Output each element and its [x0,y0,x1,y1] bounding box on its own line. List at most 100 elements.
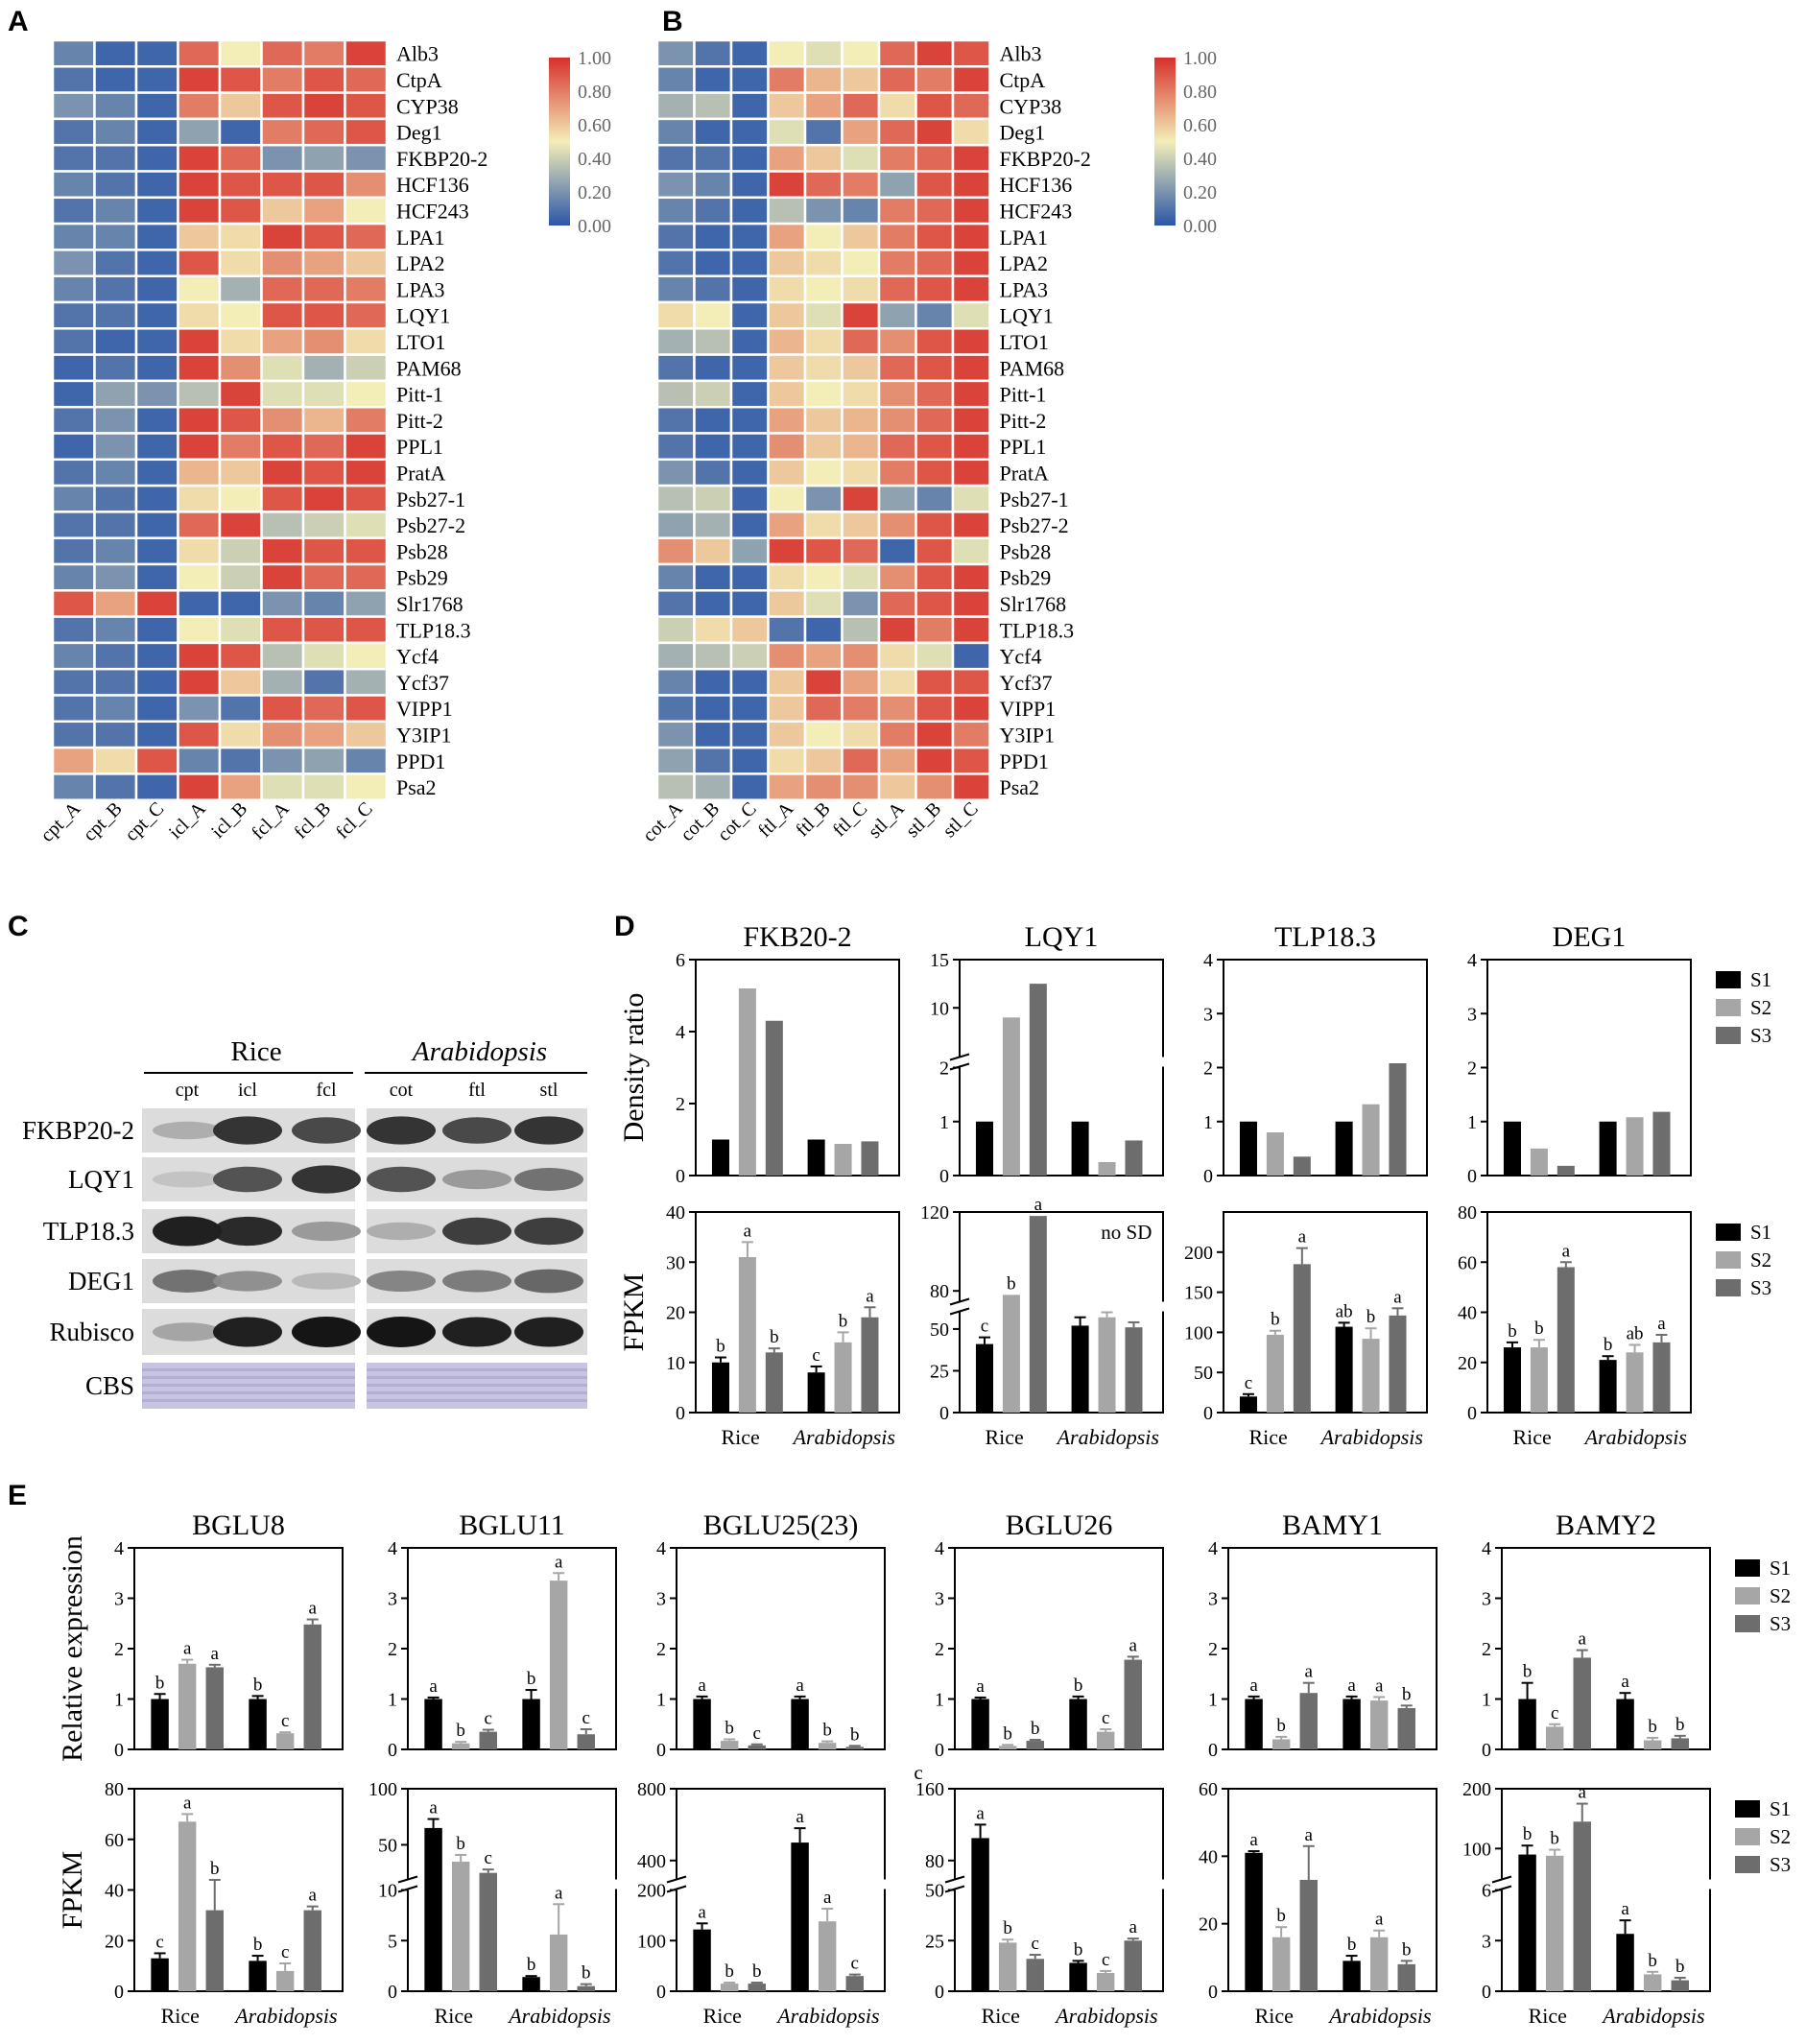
heatmap-cell [915,694,955,724]
bar [807,1372,825,1413]
heatmap-cell [177,65,222,94]
heatmap-cell [767,143,807,173]
y-tick-label: 4 [935,1538,944,1559]
bar [1098,1317,1116,1413]
heatmap-cell [344,694,389,724]
heatmap-cell [767,694,807,724]
x-label-arabidopsis: Arabidopsis [1319,1425,1423,1449]
heatmap-cell [218,772,263,801]
gene-label: LQY1 [1000,304,1054,328]
heatmap-cell [767,562,807,592]
significance-letter: b [1508,1321,1517,1342]
bar [275,1970,295,1991]
bar [1362,1339,1380,1413]
heatmap-cell [767,38,807,68]
heatmap-cell [841,379,881,409]
heatmap-cell [177,641,222,671]
heatmap-cell [218,641,263,671]
significance-letter: a [1621,1899,1629,1919]
heatmap-cell [915,772,955,801]
significance-letter: c [1102,1708,1109,1728]
heatmap-cell [877,405,917,435]
legend-label: S1 [1750,1221,1771,1244]
heatmap-cell [301,196,346,226]
heatmap-cell [951,405,991,435]
heatmap-cell [134,38,179,68]
legend-swatch [1735,1587,1760,1604]
heatmap-cell [877,641,917,671]
gene-label: LPA3 [396,277,445,301]
bar [205,1910,224,1991]
heatmap-cell [915,300,955,330]
significance-letter: b [582,1963,591,1984]
heatmap-cell [841,249,881,277]
heatmap-cell [301,667,346,697]
lane-label: cpt [176,1080,200,1101]
panel-label-e: E [8,1480,27,1511]
bar [748,1984,766,1991]
heatmap-cell [877,91,917,121]
significance-letter: b [1523,1824,1533,1844]
gene-label: TLP18.3 [396,618,471,642]
significance-letter: a [1129,1917,1138,1937]
heatmap-cell [344,143,389,173]
heatmap-cell [915,170,955,200]
heatmap-cell [729,615,770,645]
heatmap-cell [693,720,733,749]
significance-letter: b [1276,1716,1286,1736]
heatmap-cell [951,720,991,749]
heatmap-cell [767,405,807,435]
heatmap-cell [218,65,263,94]
heatmap-cell [915,562,955,592]
heatmap-cell [51,484,96,513]
heatmap-cell [93,405,138,435]
bar [303,1624,321,1749]
lane-label: fcl [316,1080,337,1101]
heatmap-cell [51,327,96,356]
heatmap-cell [915,589,955,618]
bar [1397,1963,1415,1991]
legend-label: S1 [1770,1557,1791,1580]
sample-label: stl_B [902,798,945,842]
gene-label: LPA1 [1000,226,1049,250]
heatmap-cell [51,117,96,147]
lane-label: ftl [468,1080,486,1101]
significance-letter: b [1276,1906,1286,1926]
heatmap-cell [951,353,991,383]
heatmap-cell [260,65,305,94]
heatmap-cell [951,170,991,200]
heatmap-cell [693,432,733,462]
heatmap-cell [260,746,305,775]
heatmap-cell [344,458,389,487]
heatmap-cell [841,91,881,121]
significance-letter: a [1347,1676,1356,1696]
heatmap-cell [951,615,991,645]
heatmap-cell [134,615,179,645]
heatmap-cell [301,458,346,487]
heatmap-cell [344,511,389,539]
significance-letter: a [1305,1825,1314,1845]
heatmap-cell [915,327,955,356]
heatmap-cell [841,562,881,592]
legend-swatch [1735,1615,1760,1632]
chart-title: FKB20-2 [743,921,851,953]
bar [1239,1121,1257,1176]
heatmap-cell [729,249,770,277]
heatmap-cell [344,641,389,671]
heatmap-cell [841,667,881,697]
bar [577,1985,595,1991]
bar [451,1743,470,1749]
bar [1271,1739,1291,1749]
heatmap-cell [767,746,807,775]
bar-chart: 0 100 200 400 800 a b b a a c Rice Arabidopsis [637,1779,889,2028]
y-tick-label: 80 [930,1281,949,1302]
y-tick-label: 80 [925,1851,944,1872]
significance-letter: a [698,1902,706,1922]
bar [1397,1707,1415,1749]
bar [1293,1264,1311,1413]
significance-letter: b [1366,1307,1376,1327]
heatmap-cell [655,327,696,356]
